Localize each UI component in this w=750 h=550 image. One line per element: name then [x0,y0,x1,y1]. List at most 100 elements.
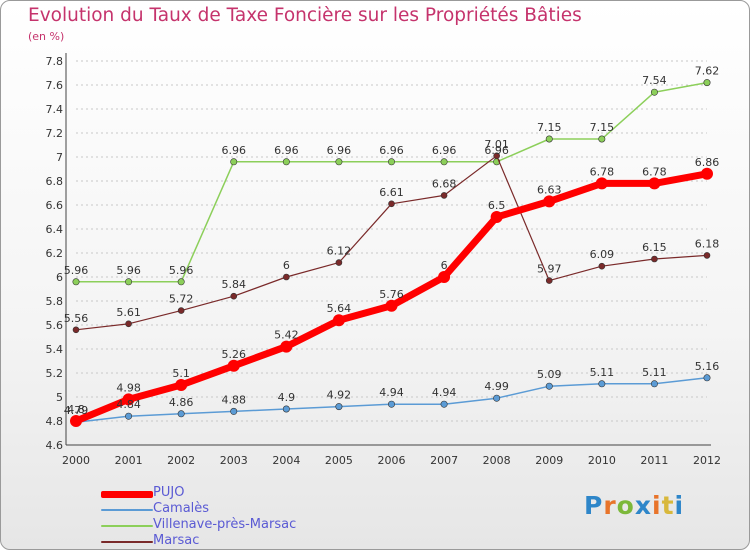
data-label-marsac: 6 [283,259,290,272]
x-tick-label: 2004 [272,454,300,467]
data-point-pujo [438,271,451,283]
data-point-pujo [648,177,661,190]
x-tick-label: 2008 [483,454,511,467]
x-tick-label: 2005 [325,454,353,467]
y-tick-label: 7.4 [46,103,64,116]
data-point-villenave-pres-marsac [703,79,711,87]
y-tick-label: 7 [56,151,63,164]
logo-letter: t [661,491,675,520]
legend-label: Villenave-près-Marsac [153,517,297,532]
data-point-pujo [175,379,188,391]
data-label-marsac: 5.84 [222,278,247,291]
data-label-marsac: 6.12 [327,245,352,258]
data-point-marsac [177,307,185,314]
y-tick-label: 5 [56,391,63,404]
data-point-villenave-pres-marsac [650,88,658,96]
y-tick-label: 5.6 [46,319,64,332]
data-label-camales: 4.79 [64,404,89,417]
data-point-marsac [493,152,500,160]
data-point-camales [703,374,711,382]
data-label-pujo: 6 [441,259,448,272]
legend-swatch [101,509,153,511]
y-tick-label: 4.6 [46,439,64,452]
data-label-pujo: 5.76 [379,288,404,301]
data-point-marsac [388,200,395,208]
data-label-camales: 4.99 [484,380,509,393]
data-label-pujo: 5.64 [327,302,352,315]
logo-letter: r [603,491,617,520]
data-label-marsac: 6.18 [695,237,720,250]
legend-label: PUJO [153,485,185,500]
data-label-marsac: 5.97 [537,263,562,276]
x-tick-label: 2009 [535,454,563,467]
data-label-marsac: 6.68 [432,177,457,190]
logo-letter: o [616,491,635,520]
data-point-camales [230,407,238,415]
y-tick-label: 7.2 [46,127,64,140]
data-label-villenave-pres-marsac: 6.96 [327,144,352,157]
data-label-villenave-pres-marsac: 7.62 [695,65,720,78]
data-point-villenave-pres-marsac [387,158,395,166]
legend-swatch [101,525,153,527]
data-point-pujo [122,393,135,406]
data-point-pujo [227,359,240,372]
y-tick-label: 7.8 [46,55,64,68]
data-point-villenave-pres-marsac [545,135,553,143]
data-label-villenave-pres-marsac: 5.96 [64,264,89,277]
legend-swatch [101,490,153,498]
data-label-camales: 4.84 [116,398,141,411]
data-point-camales [335,403,343,411]
x-tick-label: 2000 [62,454,90,467]
data-label-marsac: 5.72 [169,293,194,306]
x-tick-label: 2012 [693,454,721,467]
data-point-villenave-pres-marsac [177,278,185,286]
proxiti-logo: Proxiti [584,491,684,520]
chart-subtitle: (en %) [28,30,65,43]
x-tick-label: 2003 [220,454,248,467]
data-label-pujo: 5.26 [222,348,247,361]
data-point-camales [387,400,395,408]
data-point-marsac [125,320,132,328]
data-label-villenave-pres-marsac: 6.96 [222,144,247,157]
data-label-pujo: 5.42 [274,329,299,342]
data-label-camales: 4.92 [327,389,352,402]
data-label-villenave-pres-marsac: 6.96 [484,144,509,157]
data-label-villenave-pres-marsac: 6.96 [274,144,299,157]
data-point-marsac [230,292,238,300]
data-point-camales [598,380,606,388]
data-label-marsac: 7.01 [484,138,509,151]
data-point-villenave-pres-marsac [440,158,448,166]
data-label-camales: 5.09 [537,368,562,381]
data-point-marsac [283,273,290,281]
y-tick-label: 5.4 [46,343,64,356]
data-label-pujo: 4.8 [67,403,85,416]
data-point-marsac [335,259,343,266]
y-tick-label: 4.8 [46,415,64,428]
data-point-camales [493,394,501,402]
data-point-camales [440,400,448,408]
data-label-marsac: 6.15 [642,241,667,254]
logo-letter: x [634,491,652,520]
y-tick-label: 7.6 [46,79,64,92]
data-label-marsac: 5.61 [116,306,141,319]
data-point-camales [125,412,133,420]
data-label-pujo: 4.98 [116,381,141,394]
data-point-camales [282,405,290,413]
data-label-pujo: 6.78 [590,165,615,178]
data-point-pujo [701,167,713,180]
data-label-marsac: 5.56 [64,312,89,325]
data-label-camales: 4.88 [222,393,247,406]
y-tick-label: 6.8 [46,175,64,188]
y-tick-label: 5.2 [46,367,64,380]
data-point-camales [545,382,553,390]
data-point-villenave-pres-marsac [282,158,290,166]
data-label-camales: 5.11 [642,366,667,379]
data-point-villenave-pres-marsac [598,135,606,143]
data-point-pujo [543,195,556,208]
y-tick-label: 6.2 [46,247,64,260]
logo-letter: i [652,491,662,520]
data-point-villenave-pres-marsac [230,158,238,166]
data-point-marsac [545,277,553,284]
